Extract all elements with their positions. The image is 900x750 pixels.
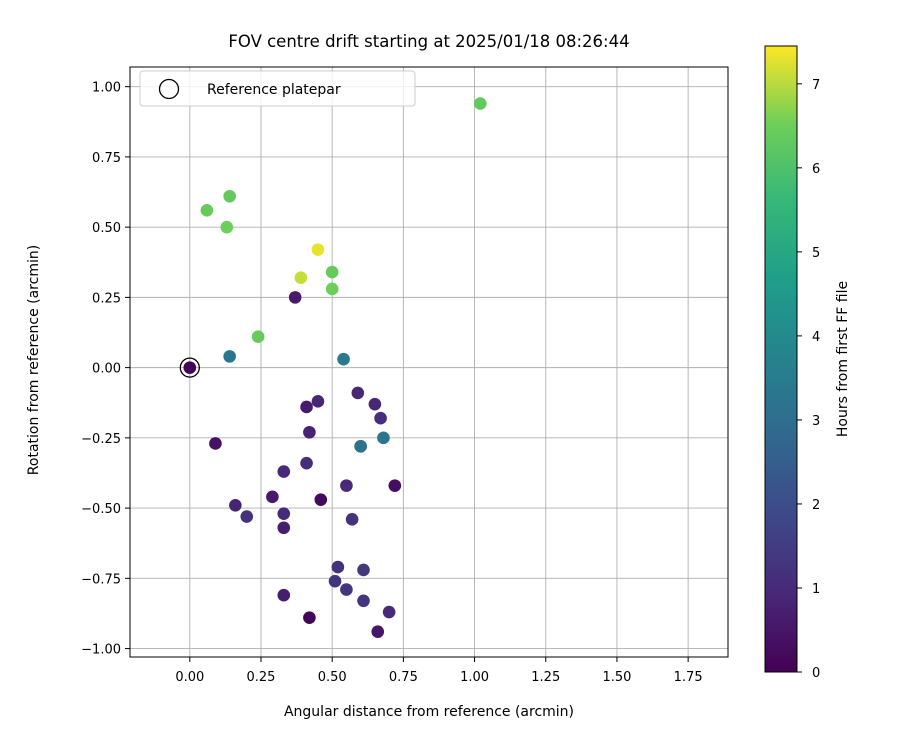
data-point (368, 397, 382, 411)
y-tick-label: −1.00 (81, 643, 121, 658)
data-point (325, 282, 339, 296)
y-tick-label: 0.25 (92, 291, 121, 306)
plot-background (130, 67, 728, 657)
x-tick-label: 1.50 (602, 670, 631, 685)
data-point (357, 594, 370, 608)
plot-area: 0.00 0.25 0.50 0.75 1.00 1.25 1.50 1.75 1.00 0.7… (81, 66, 729, 685)
scatter-points (183, 97, 487, 639)
colorbar-tick-label: 6 (812, 162, 820, 177)
data-point (325, 265, 339, 279)
data-point (229, 498, 242, 512)
data-point (314, 493, 328, 506)
data-point (266, 490, 279, 504)
plot-frame (129, 66, 729, 658)
x-tick-label: 0.75 (389, 670, 418, 685)
data-point (223, 189, 236, 203)
data-point (294, 271, 308, 285)
data-point (183, 361, 197, 374)
x-axis-ticks: 0.00 0.25 0.50 0.75 1.00 1.25 1.50 1.75 (175, 657, 703, 685)
data-point (200, 203, 214, 217)
data-point (371, 625, 385, 639)
y-tick-label: −0.75 (81, 572, 121, 587)
data-point (374, 411, 387, 425)
data-point (340, 583, 353, 596)
data-point (382, 605, 396, 619)
data-point (340, 479, 353, 492)
colorbar-tick-label: 2 (812, 498, 820, 513)
colorbar-tick-label: 1 (812, 582, 820, 597)
x-tick-label: 0.00 (175, 670, 204, 685)
data-point (354, 439, 367, 453)
data-point (277, 507, 291, 521)
colorbar-gradient (765, 46, 797, 672)
data-point (328, 574, 342, 588)
data-point (277, 521, 291, 535)
data-point (277, 465, 291, 478)
colorbar-frame (764, 45, 798, 673)
colorbar: 0 1 2 3 4 5 6 7 Hours from first FF file (764, 45, 851, 681)
data-point (473, 97, 487, 110)
x-tick-label: 0.50 (318, 670, 347, 685)
data-point (209, 437, 222, 450)
y-tick-label: 1.00 (92, 81, 121, 96)
data-point (223, 350, 236, 363)
colorbar-tick-label: 5 (812, 246, 820, 261)
data-point (351, 386, 365, 400)
reference-marker-legend-icon (158, 78, 180, 100)
data-point (337, 352, 350, 366)
data-point (303, 611, 316, 624)
legend-entry-reference: Reference platepar (207, 82, 341, 98)
data-point (388, 479, 402, 492)
colorbar-tick-label: 7 (812, 78, 820, 93)
data-point (220, 220, 234, 234)
x-axis-label: Angular distance from reference (arcmin) (284, 704, 574, 720)
y-tick-label: 0.00 (92, 362, 121, 377)
y-tick-label: 0.50 (92, 221, 121, 236)
colorbar-tick-label: 0 (812, 666, 820, 681)
data-point (251, 330, 265, 344)
data-point (311, 395, 325, 408)
x-tick-label: 1.25 (531, 670, 560, 685)
x-tick-label: 1.75 (674, 670, 703, 685)
reference-marker (179, 357, 200, 378)
chart-title: FOV centre drift starting at 2025/01/18 … (228, 32, 629, 51)
y-tick-label: −0.50 (81, 502, 121, 517)
data-point (311, 243, 325, 256)
colorbar-tick-label: 3 (812, 414, 820, 429)
data-point (357, 563, 370, 577)
data-point (345, 513, 359, 526)
data-point (300, 456, 313, 470)
legend: Reference platepar (139, 70, 416, 107)
data-point (240, 510, 254, 523)
data-point (331, 560, 345, 574)
y-axis-ticks: 1.00 0.75 0.50 0.25 0.00 −0.25 −0.50 −0.75 −1.00 (81, 81, 130, 658)
data-point (303, 425, 316, 439)
y-tick-label: −0.25 (81, 432, 121, 447)
x-tick-label: 0.25 (247, 670, 276, 685)
colorbar-ticks: 0 1 2 3 4 5 6 7 (797, 78, 820, 681)
data-point (288, 291, 302, 304)
colorbar-tick-label: 4 (812, 330, 820, 345)
data-point (277, 588, 291, 602)
data-point (300, 400, 313, 414)
reference-marker-layer (179, 357, 200, 378)
y-tick-label: 0.75 (92, 151, 121, 166)
data-point (377, 431, 390, 445)
x-tick-label: 1.00 (460, 670, 489, 685)
y-axis-label: Rotation from reference (arcmin) (26, 245, 42, 475)
colorbar-label: Hours from first FF file (835, 281, 851, 437)
legend-box (139, 70, 416, 107)
